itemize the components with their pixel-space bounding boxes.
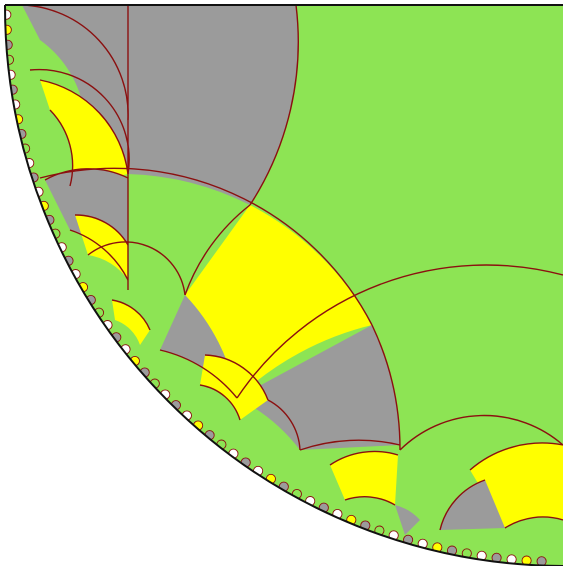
region-yellow-center <box>185 205 372 398</box>
region-yellow-upper-left <box>40 80 128 186</box>
region-yellow-lower-2 <box>330 451 398 505</box>
region-gray-lower-right <box>440 480 505 530</box>
boundary-scallop <box>5 69 16 80</box>
region-gray-upper <box>5 5 299 205</box>
region-yellow-lower-1 <box>200 355 268 420</box>
boundary-scallop <box>4 9 12 20</box>
boundary-scallop <box>4 39 13 50</box>
disk-boundary <box>3 4 563 566</box>
boundary-scallop <box>4 54 15 65</box>
region-yellow-left-2 <box>112 300 150 345</box>
region-gray-small-1 <box>395 505 420 535</box>
boundary-scallop <box>4 24 12 35</box>
region-gray-lower <box>237 325 400 450</box>
tiling-edges <box>21 5 563 531</box>
